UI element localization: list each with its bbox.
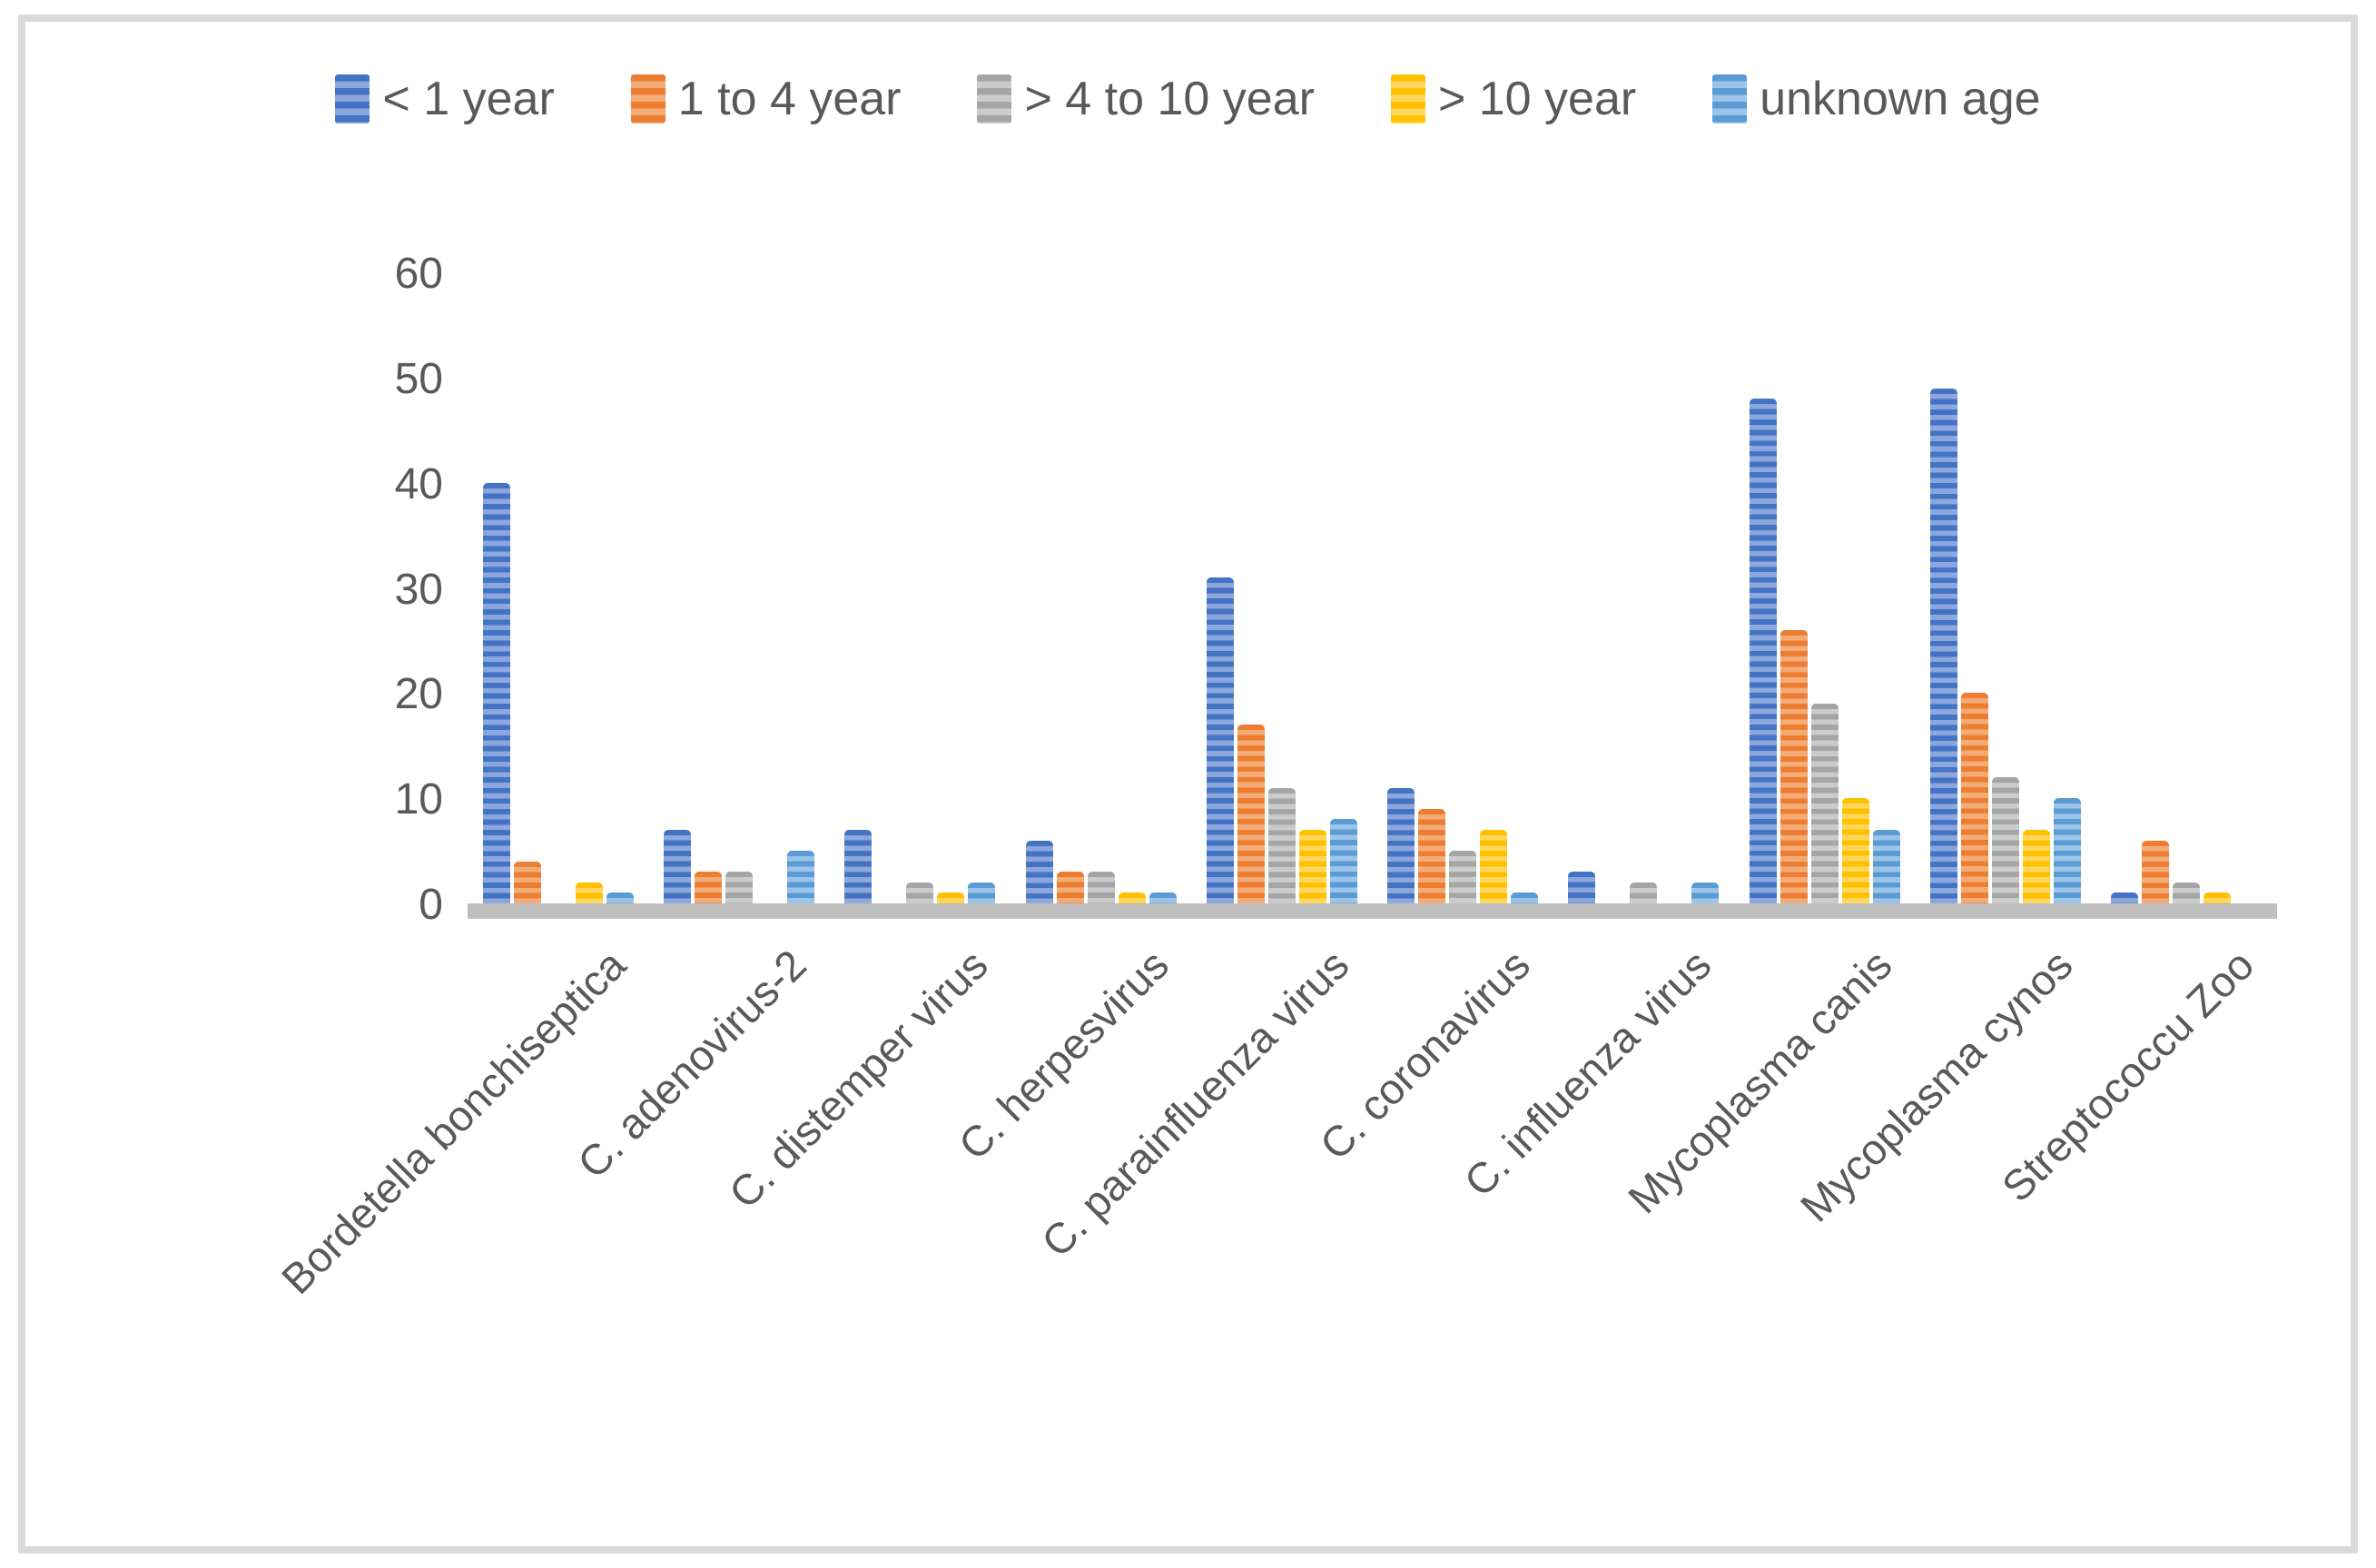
- bar-group: [1553, 272, 1734, 903]
- x-axis-category-label: C. parainfluenza virus: [1032, 940, 1358, 1267]
- y-axis-tick-label: 50: [394, 355, 443, 403]
- legend-item: < 1 year: [335, 73, 555, 125]
- legend-item: 1 to 4 year: [630, 73, 902, 125]
- legend-item-label: unknown age: [1760, 73, 2041, 125]
- y-axis-tick-label: 20: [394, 670, 443, 719]
- bar: [1387, 787, 1415, 903]
- bar: [663, 829, 691, 903]
- bar: [906, 882, 934, 903]
- bar-group: [468, 272, 648, 903]
- bar: [1961, 693, 1989, 903]
- bar: [1149, 892, 1177, 903]
- bar: [968, 882, 996, 903]
- bar-group: [1915, 272, 2095, 903]
- bar: [844, 829, 873, 903]
- bar: [1810, 703, 1839, 903]
- bar-group: [1011, 272, 1191, 903]
- bar: [725, 872, 753, 903]
- bar: [2023, 829, 2051, 903]
- bar: [1841, 798, 1869, 903]
- legend-item-label: > 10 year: [1437, 73, 1637, 125]
- bar: [1511, 892, 1539, 903]
- bar: [1749, 399, 1777, 903]
- bar: [1780, 629, 1808, 903]
- legend-swatch-icon: [630, 74, 665, 123]
- bar: [1418, 808, 1446, 903]
- bar: [2142, 840, 2170, 903]
- y-axis-tick-label: 40: [394, 459, 443, 508]
- bar: [1118, 892, 1146, 903]
- bar-group: [1734, 272, 1915, 903]
- bar: [1267, 787, 1296, 903]
- legend-swatch-icon: [1390, 74, 1425, 123]
- bar: [1691, 882, 1720, 903]
- y-axis-tick-label: 30: [394, 565, 443, 614]
- bar: [694, 872, 722, 903]
- legend-item-label: > 4 to 10 year: [1024, 73, 1315, 125]
- bar: [1930, 388, 1958, 903]
- bar: [2054, 798, 2082, 903]
- bar: [1992, 777, 2020, 903]
- bar: [482, 482, 510, 903]
- bar: [1087, 872, 1115, 903]
- bar: [1329, 819, 1357, 903]
- bar-group: [648, 272, 829, 903]
- bar: [2203, 892, 2232, 903]
- bar: [786, 851, 814, 903]
- bar: [1449, 851, 1477, 903]
- legend-swatch-icon: [1712, 74, 1748, 123]
- bar-group: [830, 272, 1011, 903]
- bar: [2111, 892, 2139, 903]
- bar: [1025, 840, 1053, 903]
- bar: [1237, 725, 1265, 903]
- bar-group: [1191, 272, 1372, 903]
- bar: [2173, 882, 2201, 903]
- y-axis-tick-label: 60: [394, 250, 443, 299]
- y-axis-tick-label: 0: [419, 881, 443, 929]
- bar: [1206, 577, 1234, 903]
- legend-item-label: 1 to 4 year: [677, 73, 902, 125]
- bar-group: [1372, 272, 1553, 903]
- legend-item: > 10 year: [1390, 73, 1637, 125]
- bar: [1298, 829, 1326, 903]
- bar: [1568, 872, 1596, 903]
- bar-group: [2096, 272, 2277, 903]
- bar: [1630, 882, 1658, 903]
- legend-item: unknown age: [1712, 73, 2041, 125]
- legend-swatch-icon: [335, 74, 370, 123]
- y-axis-tick-label: 10: [394, 775, 443, 824]
- legend-item-label: < 1 year: [382, 73, 555, 125]
- bar-groups-container: [468, 272, 2277, 903]
- legend-item: > 4 to 10 year: [977, 73, 1315, 125]
- bar: [1056, 872, 1084, 903]
- bar: [1872, 829, 1900, 903]
- bar: [606, 892, 634, 903]
- bar: [1480, 829, 1508, 903]
- legend: < 1 year 1 to 4 year > 4 to 10 year > 10 ye…: [0, 74, 2376, 123]
- legend-swatch-icon: [977, 74, 1012, 123]
- x-axis-category-label: Bordetella bonchiseptica: [271, 940, 635, 1304]
- bar: [937, 892, 965, 903]
- x-axis-baseline: [468, 903, 2277, 919]
- bar: [575, 882, 603, 903]
- bar: [513, 861, 541, 903]
